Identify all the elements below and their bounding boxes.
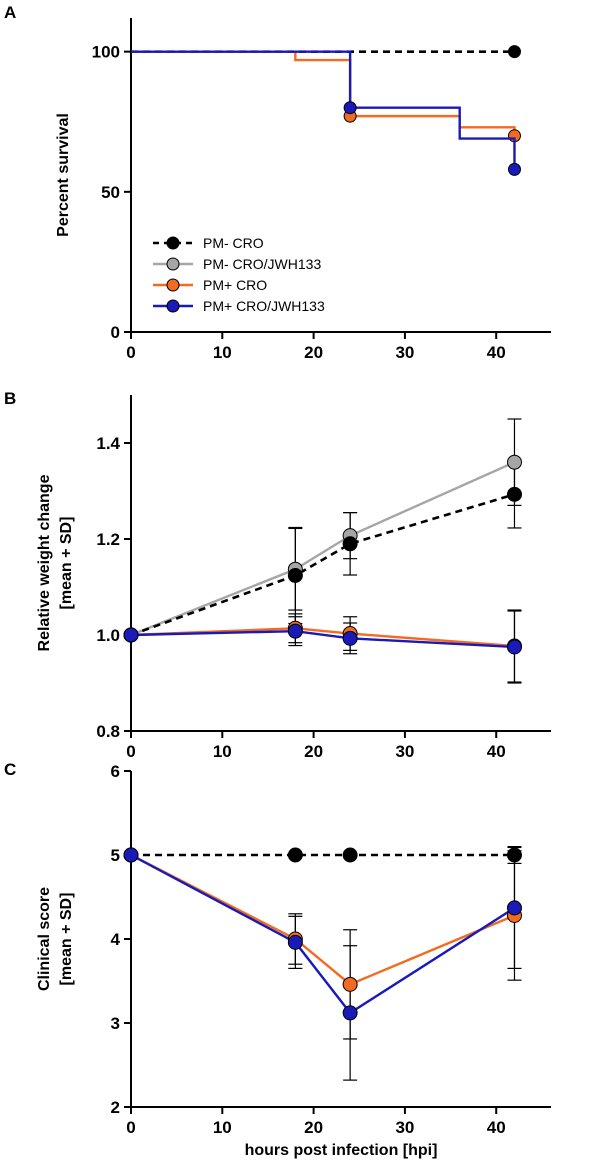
series-line xyxy=(130,461,515,637)
legend-marker xyxy=(166,278,180,292)
legend-marker xyxy=(166,299,180,313)
x-tick-label: 30 xyxy=(395,343,414,362)
data-point xyxy=(287,623,303,639)
data-point xyxy=(506,847,522,863)
x-tick-label: 40 xyxy=(487,343,506,362)
data-point xyxy=(342,536,358,552)
data-point xyxy=(506,900,522,916)
series-line xyxy=(131,50,516,136)
data-point xyxy=(342,1005,358,1021)
panel-a: A 0 10 20 30 40 0 50 100 Percent survival PM- CR… xyxy=(4,3,551,362)
data-point xyxy=(287,567,303,583)
data-point xyxy=(506,639,522,655)
series-line xyxy=(131,50,516,170)
y-axis-title: Percent survival xyxy=(55,113,72,237)
x-tick-label: 20 xyxy=(304,1118,323,1137)
panel-a-plot: 0 10 20 30 40 0 50 100 Percent survival xyxy=(55,18,551,362)
panel-a-letter: A xyxy=(4,3,16,22)
legend-label: PM- CRO/JWH133 xyxy=(203,256,321,272)
data-point xyxy=(507,162,521,176)
data-point xyxy=(123,627,139,643)
x-tick-label: 40 xyxy=(487,742,506,761)
data-point xyxy=(287,847,303,863)
y-tick-label: 2 xyxy=(111,1098,120,1117)
data-point xyxy=(343,101,357,115)
y-tick-label: 1.4 xyxy=(96,434,120,453)
panel-c-letter: C xyxy=(4,760,16,779)
x-tick-label: 0 xyxy=(126,742,135,761)
data-point xyxy=(123,847,139,863)
y-tick-label: 50 xyxy=(101,183,120,202)
y-tick-label: 1.0 xyxy=(96,626,120,645)
panel-c-plot: 0 10 20 30 40 2 3 4 5 6 Clinical score [mean + SD] h… xyxy=(36,762,551,1159)
data-point xyxy=(506,486,522,502)
x-tick-label: 10 xyxy=(213,1118,232,1137)
y-axis-title-units: [mean + SD] xyxy=(58,517,75,610)
panel-b-letter: B xyxy=(4,389,16,408)
data-point xyxy=(342,976,358,992)
y-tick-label: 0 xyxy=(111,323,120,342)
data-point xyxy=(342,847,358,863)
legend-label: PM+ CRO xyxy=(203,277,267,293)
panel-a-legend: PM- CRO PM- CRO/JWH133 PM+ CRO PM+ CRO/JWH1… xyxy=(153,235,325,314)
y-tick-label: 1.2 xyxy=(96,530,120,549)
legend-label: PM+ CRO/JWH133 xyxy=(203,298,325,314)
series-line xyxy=(130,853,515,986)
x-tick-label: 20 xyxy=(304,742,323,761)
series-line xyxy=(130,493,515,637)
x-tick-label: 0 xyxy=(126,343,135,362)
series-line xyxy=(130,629,515,649)
x-tick-label: 20 xyxy=(304,343,323,362)
y-tick-label: 6 xyxy=(111,762,120,781)
series-line xyxy=(130,627,515,648)
legend-label: PM- CRO xyxy=(203,235,264,251)
data-point xyxy=(342,630,358,646)
panel-b: B 0 10 20 30 40 0.8 1.0 1.2 1.4 Relative weight c… xyxy=(4,389,551,761)
x-tick-label: 40 xyxy=(487,1118,506,1137)
data-point xyxy=(287,934,303,950)
x-tick-label: 30 xyxy=(395,742,414,761)
y-tick-label: 5 xyxy=(111,846,120,865)
x-tick-label: 10 xyxy=(213,742,232,761)
series-line xyxy=(130,853,516,1015)
x-tick-label: 0 xyxy=(126,1118,135,1137)
y-tick-label: 3 xyxy=(111,1014,120,1033)
panel-c: C 0 10 20 30 40 2 3 4 5 6 Clinical score [mean + SD… xyxy=(4,760,551,1159)
x-tick-label: 10 xyxy=(213,343,232,362)
y-axis-title: Clinical score xyxy=(36,887,53,991)
legend-marker xyxy=(166,236,180,250)
y-tick-label: 100 xyxy=(92,43,120,62)
data-point xyxy=(506,454,522,470)
y-tick-label: 4 xyxy=(111,930,121,949)
data-point xyxy=(507,45,521,59)
x-tick-label: 30 xyxy=(395,1118,414,1137)
x-axis-title: hours post infection [hpi] xyxy=(245,1142,438,1159)
y-tick-label: 0.8 xyxy=(96,722,120,741)
panel-b-plot: 0 10 20 30 40 0.8 1.0 1.2 1.4 Relative weight cha… xyxy=(36,395,551,761)
y-axis-title-units: [mean + SD] xyxy=(58,893,75,986)
legend-marker xyxy=(166,257,180,271)
y-axis-title: Relative weight change xyxy=(36,474,53,651)
